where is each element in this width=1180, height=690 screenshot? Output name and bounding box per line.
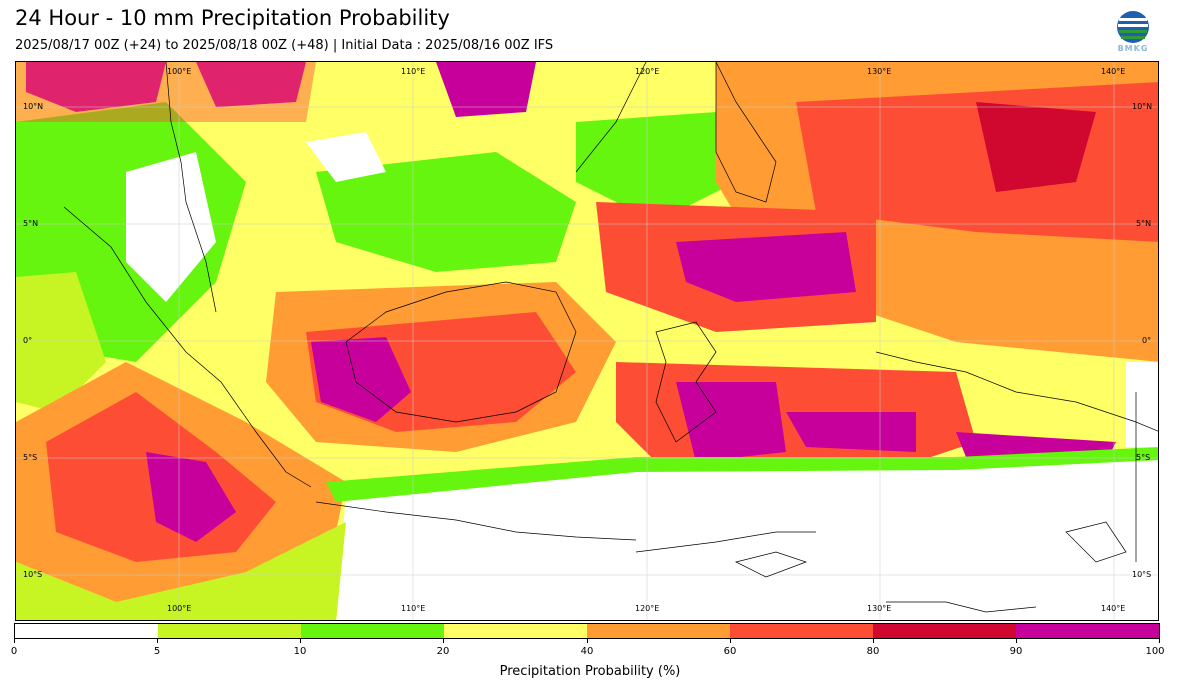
lat-label-left: 0°: [23, 336, 33, 345]
zone-vlight-west: [16, 272, 106, 412]
chart-subtitle: 2025/08/17 00Z (+24) to 2025/08/18 00Z (…: [15, 38, 554, 53]
lon-label-bottom: 140°E: [1101, 604, 1126, 613]
lon-label-top: 130°E: [867, 67, 892, 76]
zone-light-sw: [16, 522, 346, 620]
lat-label-right: 10°N: [1132, 102, 1153, 111]
zone-vheavy-sw: [146, 452, 236, 542]
colorbar-segment: [444, 624, 587, 638]
colorbar-tickmark: [587, 639, 588, 643]
zone-vheavy-e1: [976, 102, 1096, 192]
zone-light-strip: [326, 447, 1158, 502]
zone-none-se2: [1126, 362, 1158, 447]
colorbar-segment: [301, 624, 444, 638]
colorbar-segment: [15, 624, 158, 638]
lon-label-bottom: 120°E: [635, 604, 660, 613]
colorbar-tickmark: [730, 639, 731, 643]
colorbar-tick-label: 0: [10, 646, 18, 657]
colorbar-segment: [587, 624, 730, 638]
zone-none-south: [336, 452, 1158, 620]
lon-label-top: 100°E: [167, 67, 192, 76]
colorbar-tick-label: 80: [866, 646, 880, 657]
lat-label-left: 10°S: [23, 570, 43, 579]
colorbar-tick-label: 10: [293, 646, 307, 657]
zone-none-sea: [306, 132, 386, 182]
logo-text: BMKG: [1117, 44, 1149, 53]
colorbar: [14, 623, 1160, 639]
colorbar-segment: [158, 624, 301, 638]
lat-label-left: 5°S: [23, 453, 38, 462]
zone-vheavy-south2: [786, 412, 916, 452]
colorbar-tickmark: [873, 639, 874, 643]
zone-vheavy-nw1: [26, 62, 166, 112]
zone-vheavy-central: [311, 337, 411, 422]
colorbar-tickmark: [1016, 639, 1017, 643]
lon-label-top: 110°E: [401, 67, 426, 76]
bmkg-logo-icon: [1117, 11, 1149, 43]
colorbar-segment: [873, 624, 1016, 638]
colorbar-tick-label: 100: [1145, 646, 1165, 657]
lat-label-right: 5°N: [1136, 219, 1152, 228]
zone-light-sea2: [576, 112, 736, 222]
colorbar-tick-label: 40: [580, 646, 594, 657]
colorbar-tick-label: 20: [436, 646, 450, 657]
lon-label-top: 120°E: [635, 67, 660, 76]
lat-label-right: 0°: [1142, 336, 1152, 345]
colorbar-tickmark: [443, 639, 444, 643]
zone-vheavy-nw2: [196, 62, 306, 107]
zone-vheavy-n: [436, 62, 536, 117]
lat-label-left: 5°N: [23, 219, 39, 228]
colorbar-tick-label: 60: [723, 646, 737, 657]
zone-vheavy-mid: [676, 232, 856, 302]
lon-label-bottom: 100°E: [167, 604, 192, 613]
zone-vheavy-south: [676, 382, 786, 462]
lat-label-left: 10°N: [23, 102, 44, 111]
colorbar-tickmark: [14, 639, 15, 643]
colorbar-segment: [730, 624, 873, 638]
precipitation-map: 100°E 110°E 120°E 130°E 140°E 100°E 110°…: [15, 61, 1159, 621]
map-svg: [16, 62, 1158, 620]
colorbar-segment: [1016, 624, 1159, 638]
lon-label-bottom: 110°E: [401, 604, 426, 613]
colorbar-label: Precipitation Probability (%): [499, 664, 681, 679]
lat-label-right: 5°S: [1136, 453, 1151, 462]
lat-label-right: 10°S: [1132, 570, 1152, 579]
zone-none-west: [126, 152, 216, 302]
colorbar-tick-label: 90: [1009, 646, 1023, 657]
colorbar-tickmark: [1159, 639, 1160, 643]
lon-label-bottom: 130°E: [867, 604, 892, 613]
colorbar-tick-label: 5: [153, 646, 161, 657]
graticule: [16, 62, 1158, 620]
coastlines: [63, 62, 1158, 613]
colorbar-tickmark: [300, 639, 301, 643]
chart-title: 24 Hour - 10 mm Precipitation Probabilit…: [15, 6, 450, 30]
lon-label-top: 140°E: [1101, 67, 1126, 76]
colorbar-tickmark: [157, 639, 158, 643]
zone-light-sea: [316, 152, 576, 272]
zone-heavy-n: [16, 62, 316, 122]
